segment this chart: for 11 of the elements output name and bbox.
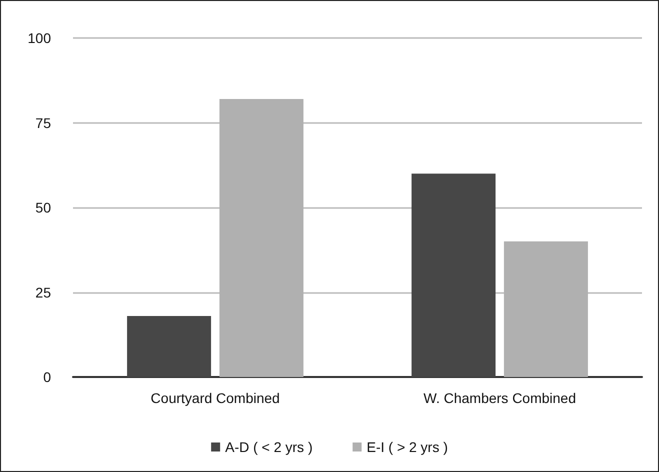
legend-label: A-D ( < 2 yrs ): [225, 439, 313, 455]
y-tick-label: 50: [35, 200, 52, 216]
bar: [127, 316, 212, 377]
x-tick-label: Courtyard Combined: [150, 390, 280, 406]
y-tick-label: 0: [43, 369, 52, 385]
y-tick-label: 100: [28, 30, 52, 46]
y-tick-label: 25: [35, 284, 52, 300]
bar: [412, 174, 496, 377]
x-tick-label: W. Chambers Combined: [423, 390, 576, 406]
y-tick-label: 75: [35, 114, 52, 131]
legend-label: E-I ( > 2 yrs ): [366, 439, 448, 455]
